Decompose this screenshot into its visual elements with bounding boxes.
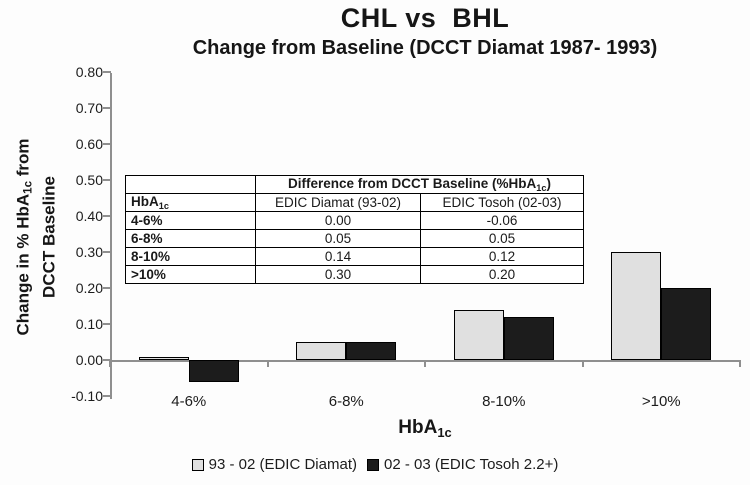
y-tick-label: 0.20 bbox=[75, 280, 103, 296]
y-axis-title-line2: DCCT Baseline bbox=[39, 176, 59, 298]
bar-series1-cat0 bbox=[188, 360, 239, 382]
y-axis-tick bbox=[103, 179, 111, 181]
x-axis-tick bbox=[109, 361, 111, 367]
table-empty-corner-cell bbox=[125, 175, 256, 194]
table-row: 8-10% 0.14 0.12 bbox=[125, 247, 584, 266]
table-col-header-tosoh: EDIC Tosoh (02-03) bbox=[420, 193, 584, 212]
legend-label: 02 - 03 (EDIC Tosoh 2.2+) bbox=[383, 456, 559, 473]
x-category-label: 6-8% bbox=[328, 393, 364, 410]
y-axis-tick bbox=[103, 71, 111, 73]
table-row: 6-8% 0.05 0.05 bbox=[125, 229, 584, 248]
table-row: >10% 0.30 0.20 bbox=[125, 265, 584, 284]
table-row: 4-6% 0.00 -0.06 bbox=[125, 211, 584, 230]
legend: 93 - 02 (EDIC Diamat) 02 - 03 (EDIC Tosoh… bbox=[0, 456, 750, 473]
chart-subtitle: Change from Baseline (DCCT Diamat 1987- … bbox=[192, 37, 658, 59]
bar-series0-cat2 bbox=[453, 310, 504, 360]
legend-item-0: 93 - 02 (EDIC Diamat) bbox=[191, 456, 357, 473]
bar-series1-cat3 bbox=[661, 288, 712, 360]
table-column-header-row: HbA1c EDIC Diamat (93-02) EDIC Tosoh (02… bbox=[125, 193, 584, 212]
y-tick-label: 0.80 bbox=[75, 64, 103, 80]
tosoh-value-cell: 0.12 bbox=[420, 247, 584, 266]
row-label-cell: >10% bbox=[125, 265, 256, 284]
y-axis-tick bbox=[103, 395, 111, 397]
y-tick-label: 0.40 bbox=[75, 208, 103, 224]
y-axis-title: Change in % HbA1c from DCCT Baseline bbox=[12, 138, 61, 335]
y-axis-tick bbox=[103, 107, 111, 109]
row-label-cell: 6-8% bbox=[125, 229, 256, 248]
diamat-value-cell: 0.14 bbox=[255, 247, 421, 266]
legend-label: 93 - 02 (EDIC Diamat) bbox=[208, 456, 357, 473]
x-category-label: 4-6% bbox=[171, 393, 207, 410]
tosoh-value-cell: 0.05 bbox=[420, 229, 584, 248]
diamat-value-cell: 0.05 bbox=[255, 229, 421, 248]
table-col-header-diamat: EDIC Diamat (93-02) bbox=[255, 193, 421, 212]
y-axis-tick bbox=[103, 215, 111, 217]
table-span-header-row: Difference from DCCT Baseline (%HbA1c) bbox=[125, 175, 584, 194]
y-axis-tick bbox=[103, 143, 111, 145]
x-axis-title-subscript: 1c bbox=[437, 424, 452, 440]
legend-item-1: 02 - 03 (EDIC Tosoh 2.2+) bbox=[366, 456, 559, 473]
x-axis-tick bbox=[739, 361, 741, 367]
diamat-value-cell: 0.00 bbox=[255, 211, 421, 230]
y-tick-label: 0.00 bbox=[75, 352, 103, 368]
y-axis-tick bbox=[103, 251, 111, 253]
bar-series0-cat3 bbox=[611, 252, 662, 360]
y-tick-label: 0.70 bbox=[75, 100, 103, 116]
x-axis-title: HbA1c bbox=[398, 417, 452, 440]
row-label-cell: 4-6% bbox=[125, 211, 256, 230]
y-axis-title-subscript: 1c bbox=[22, 180, 35, 194]
x-category-label: >10% bbox=[641, 393, 681, 410]
y-axis-tick bbox=[103, 287, 111, 289]
difference-table: Difference from DCCT Baseline (%HbA1c) H… bbox=[125, 175, 584, 284]
y-tick-label: -0.10 bbox=[71, 388, 103, 404]
x-axis-tick bbox=[266, 361, 269, 367]
x-axis-tick bbox=[581, 361, 584, 367]
bar-series0-cat1 bbox=[296, 342, 347, 360]
tosoh-value-cell: 0.20 bbox=[420, 265, 584, 284]
bar-series1-cat2 bbox=[503, 317, 554, 360]
y-tick-label: 0.30 bbox=[75, 244, 103, 260]
table-rowgroup-header-cell: HbA1c bbox=[125, 193, 256, 212]
bar-series0-cat0 bbox=[138, 357, 189, 360]
y-tick-label: 0.60 bbox=[75, 136, 103, 152]
bar-series1-cat1 bbox=[346, 342, 397, 360]
chart-titles: CHL vs BHL Change from Baseline (DCCT Di… bbox=[110, 2, 740, 60]
y-axis-tick bbox=[103, 359, 111, 361]
tosoh-value-cell: -0.06 bbox=[420, 211, 584, 230]
diamat-value-cell: 0.30 bbox=[255, 265, 421, 284]
y-tick-label: 0.50 bbox=[75, 172, 103, 188]
chart-title: CHL vs BHL bbox=[340, 3, 510, 33]
y-tick-label: 0.10 bbox=[75, 316, 103, 332]
y-axis-line bbox=[110, 73, 112, 399]
x-category-label: 8-10% bbox=[482, 393, 526, 410]
table-span-header-cell: Difference from DCCT Baseline (%HbA1c) bbox=[255, 175, 584, 194]
legend-swatch-icon bbox=[366, 458, 379, 471]
row-label-cell: 8-10% bbox=[125, 247, 256, 266]
x-axis-tick bbox=[424, 361, 426, 367]
legend-swatch-icon bbox=[191, 458, 204, 471]
y-axis-tick bbox=[103, 323, 111, 325]
y-axis-title-line1: Change in % HbA1c from bbox=[13, 138, 35, 336]
